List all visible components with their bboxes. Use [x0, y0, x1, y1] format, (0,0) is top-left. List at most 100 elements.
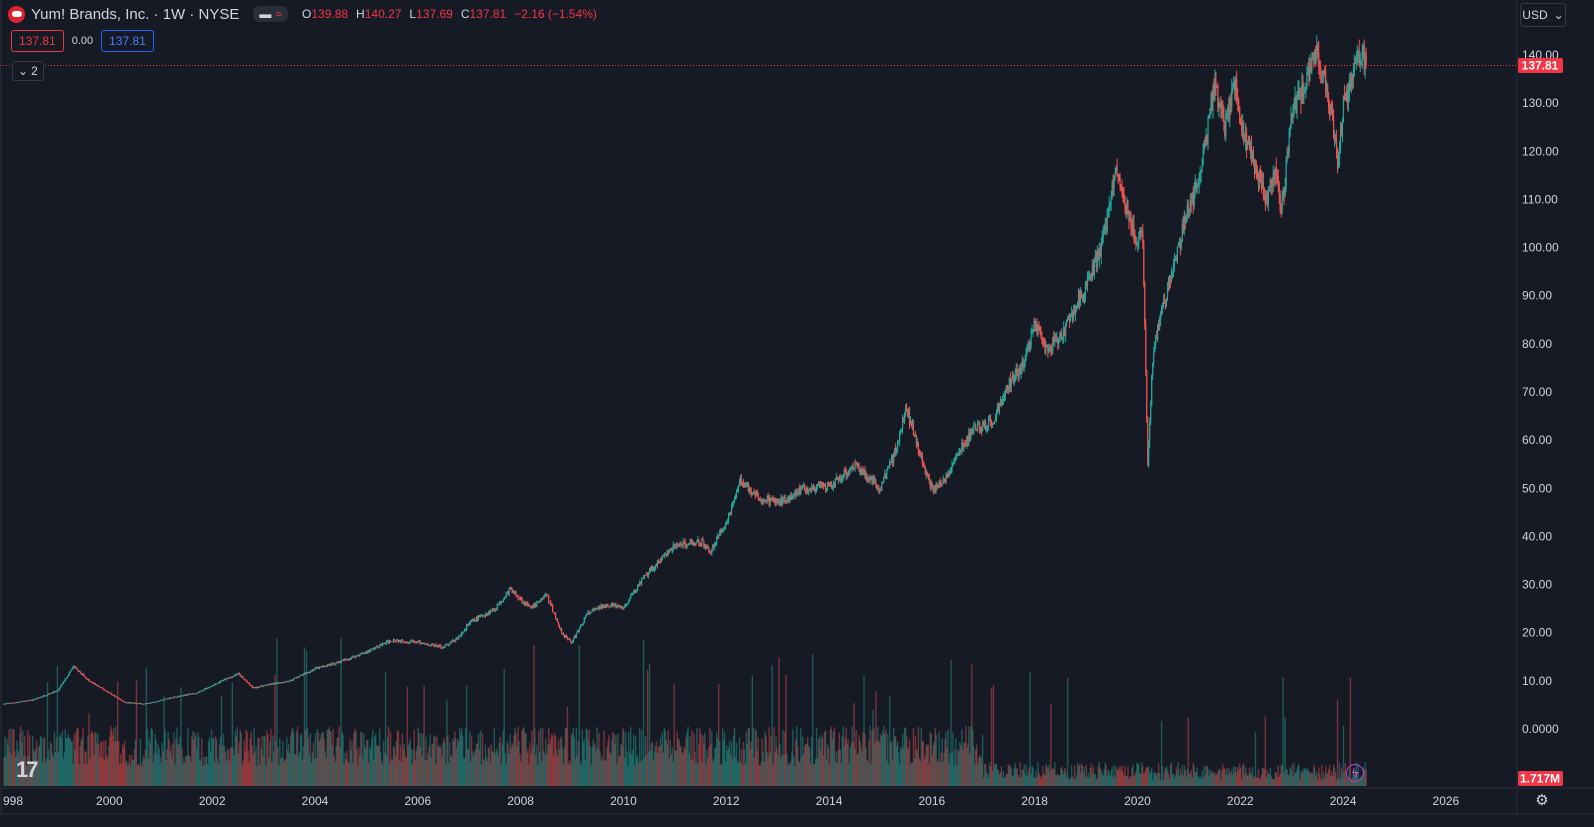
candle-body	[1178, 241, 1180, 243]
candle-body	[1081, 297, 1084, 299]
candle-body	[37, 697, 40, 699]
candle-body	[20, 701, 22, 703]
candle-body	[510, 588, 512, 590]
volume-bar	[697, 763, 699, 786]
volume-bar	[299, 735, 302, 786]
time-axis[interactable]: 998 2000 2002 2004 2006 2008 2010 2012 2014 2016 2…	[3, 794, 1460, 808]
volume-bar	[985, 772, 988, 786]
volume-bar	[1162, 779, 1165, 786]
candle-body	[668, 550, 670, 554]
volume-bar	[258, 737, 260, 786]
candle-body	[679, 543, 681, 546]
candle-body	[899, 433, 901, 442]
buy-button[interactable]: 137.81	[101, 30, 154, 52]
candle-body	[701, 539, 703, 545]
volume-bar	[1076, 762, 1079, 786]
candle-body	[440, 645, 442, 648]
symbol-title[interactable]: Yum! Brands, Inc. · 1W · NYSE	[31, 5, 240, 23]
volume-bar	[867, 761, 869, 786]
volume-bar	[669, 739, 671, 786]
volume-bar	[151, 729, 153, 786]
volume-bar	[565, 727, 568, 786]
volume-bar	[162, 751, 164, 786]
volume-bar	[460, 728, 463, 786]
candle-body	[422, 642, 424, 645]
sell-button[interactable]: 137.81	[11, 30, 64, 52]
volume-bar	[344, 752, 346, 786]
candle-body	[886, 470, 888, 479]
volume-bar	[423, 685, 425, 786]
volume-bar	[738, 737, 741, 786]
volume-bar	[57, 751, 60, 786]
chart-mode-toggle[interactable]: ▬ ≈	[253, 6, 288, 22]
volume-bar	[915, 748, 918, 786]
volume-bar	[170, 745, 172, 786]
candle-body	[1304, 88, 1306, 91]
gear-icon[interactable]: ⚙	[1535, 792, 1549, 809]
volume-bar	[1291, 764, 1293, 786]
currency-select[interactable]: USD ⌄	[1520, 3, 1566, 27]
volume-bar	[168, 739, 170, 786]
tradingview-logo-icon[interactable]: 17	[16, 757, 39, 782]
candle-body	[1351, 78, 1353, 82]
volume-bar	[65, 738, 67, 786]
candle-body	[46, 694, 49, 696]
candle-body	[667, 550, 669, 554]
candle-body	[570, 641, 573, 643]
volume-bar	[1269, 767, 1272, 786]
candle-body	[589, 612, 591, 614]
volume-bar	[889, 695, 891, 786]
candle-body	[1066, 319, 1068, 325]
volume-bar	[1033, 777, 1035, 786]
candle-body	[573, 636, 575, 639]
collapse-indicators-button[interactable]: ⌄ 2	[12, 61, 44, 81]
candle-body	[657, 560, 660, 562]
candle-body	[181, 695, 183, 697]
volume-bar	[891, 759, 894, 786]
volume-bar	[54, 752, 57, 786]
candle-body	[1208, 115, 1210, 119]
volume-bar	[1259, 778, 1262, 786]
candle-body	[964, 443, 966, 445]
candle-body	[1046, 345, 1048, 347]
volume-bar	[1198, 776, 1200, 786]
candle-body	[242, 677, 244, 679]
price-axis[interactable]: 140.00130.00120.00110.00100.0090.0080.00…	[1522, 48, 1559, 736]
candle-body	[21, 701, 23, 703]
volume-bar	[443, 737, 445, 786]
volume-bar	[1192, 762, 1194, 786]
volume-bar	[78, 764, 80, 786]
candle-body	[299, 674, 302, 677]
candle-body	[1308, 68, 1310, 81]
candle-body	[1078, 293, 1081, 306]
candle-body	[1126, 200, 1128, 213]
candle-body	[346, 659, 348, 661]
candle-body	[703, 540, 705, 547]
volume-bar	[789, 764, 791, 786]
volume-bar	[722, 740, 725, 786]
candle-body	[888, 465, 890, 467]
volume-bar	[554, 735, 557, 786]
candle-body	[577, 630, 579, 632]
candle-body	[897, 442, 899, 449]
volume-bar	[1314, 768, 1316, 786]
volume-bar	[1145, 768, 1147, 786]
candle-body	[1033, 321, 1035, 330]
volume-bar	[581, 729, 583, 786]
volume-bar	[211, 738, 214, 786]
volume-bar	[584, 759, 586, 786]
volume-bar	[191, 736, 193, 786]
candle-body	[453, 640, 455, 642]
candle-body	[1224, 121, 1226, 137]
volume-bar	[598, 733, 600, 786]
lightning-icon[interactable]: ϟ	[1346, 764, 1364, 782]
candle-body	[308, 672, 311, 674]
candle-body	[154, 702, 156, 703]
volume-bar	[1226, 768, 1228, 786]
candle-body	[857, 464, 859, 466]
volume-bar	[277, 746, 279, 786]
volume-bar	[476, 743, 479, 786]
volume-bar	[268, 758, 270, 786]
price-tick-label: 50.00	[1522, 481, 1552, 495]
